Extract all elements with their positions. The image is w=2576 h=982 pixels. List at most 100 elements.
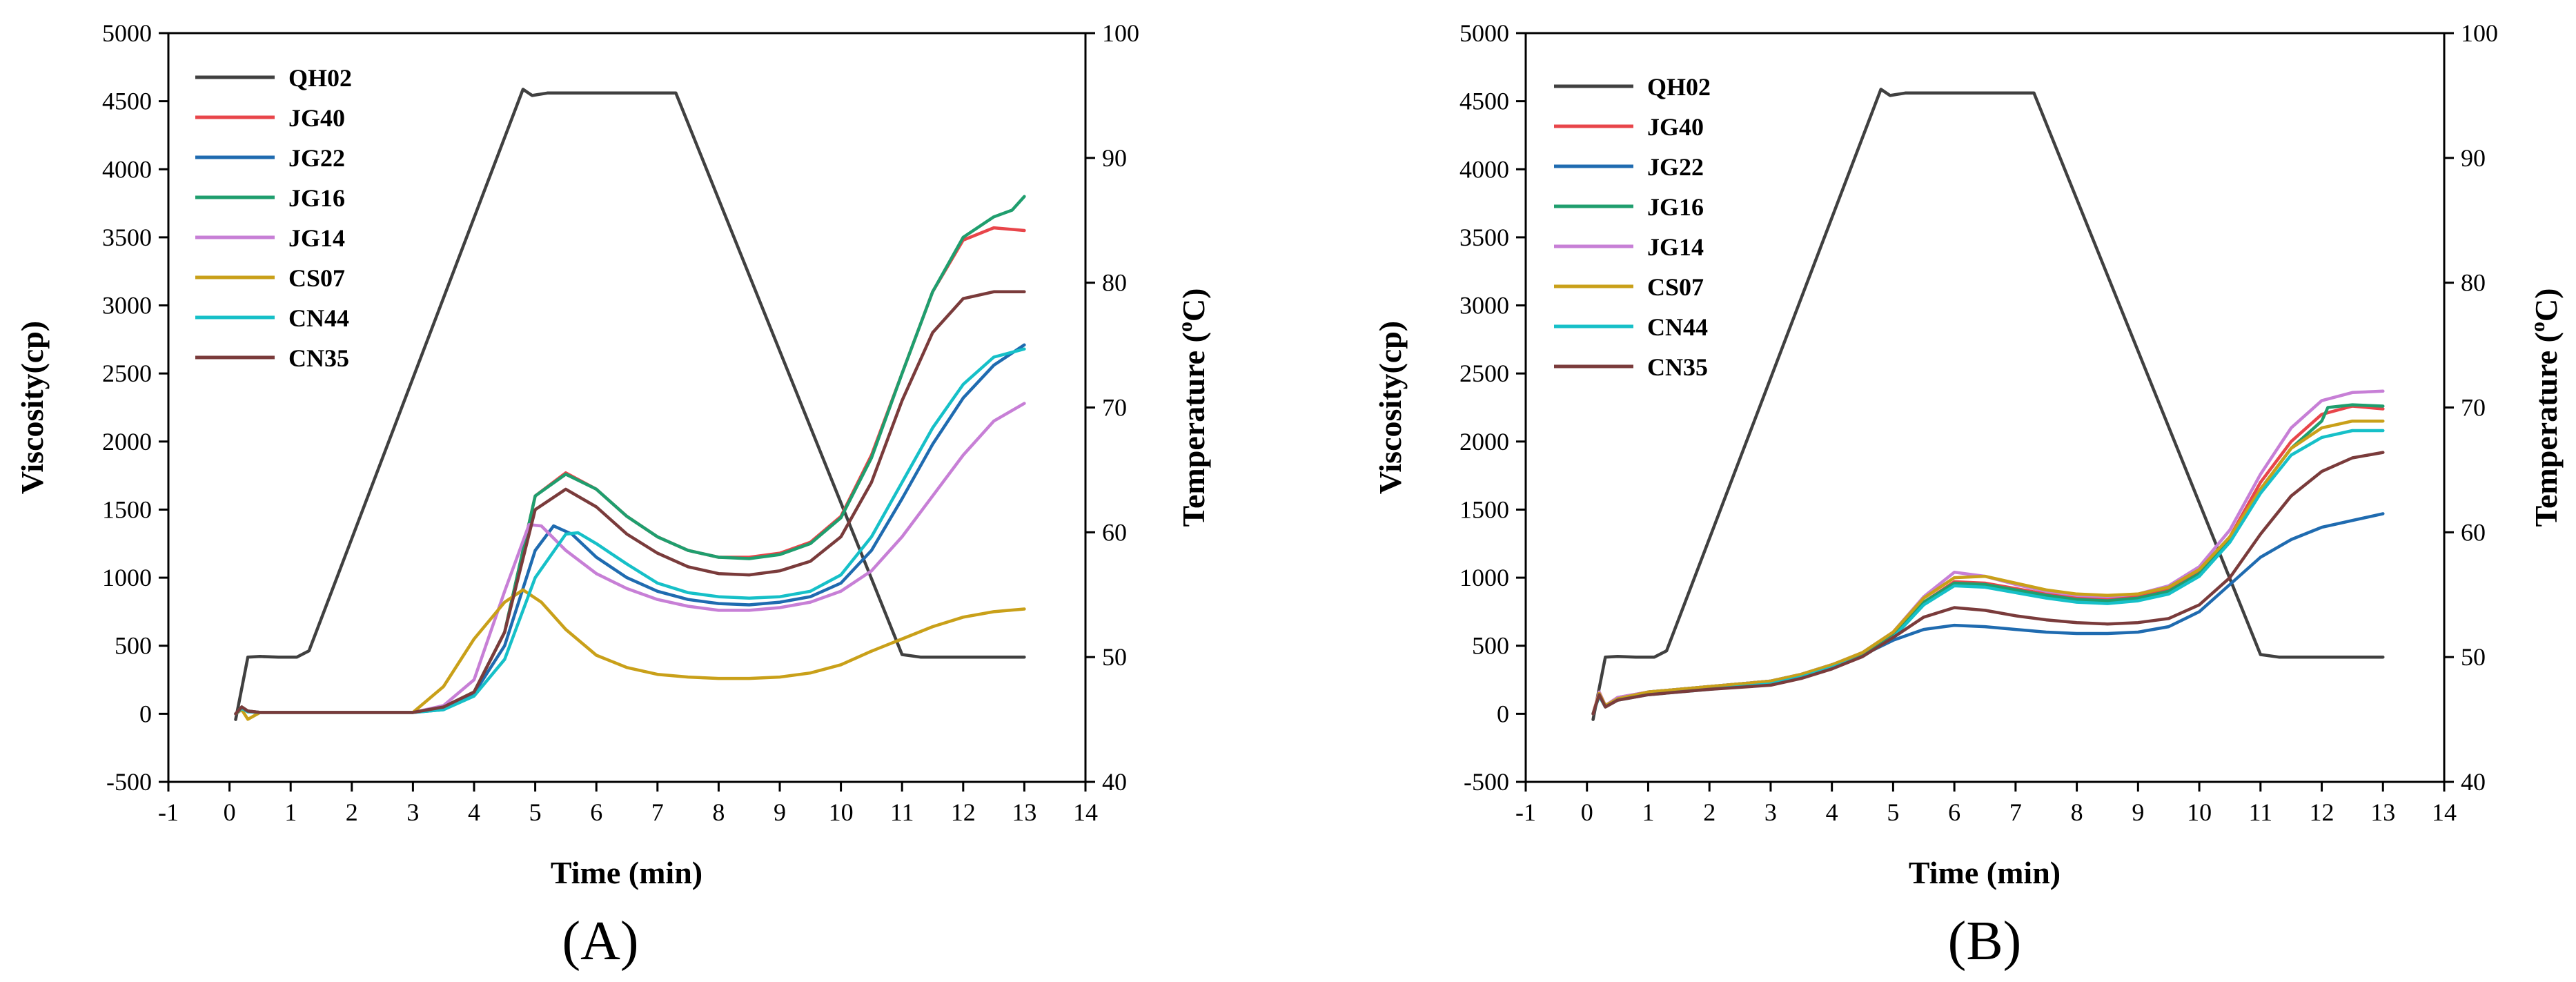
y2-tick-label: 40 bbox=[2461, 768, 2486, 796]
y2-tick-label: 60 bbox=[2461, 518, 2486, 546]
y2-tick-label: 50 bbox=[1102, 643, 1127, 671]
x-tick-label: 1 bbox=[284, 798, 297, 826]
y2-tick-label: 70 bbox=[1102, 394, 1127, 422]
y-tick-label: 2500 bbox=[102, 360, 152, 387]
x-tick-label: 3 bbox=[406, 798, 419, 826]
y-tick-label: 3500 bbox=[1459, 224, 1509, 251]
x-tick-label: 2 bbox=[1703, 798, 1715, 826]
legend-label-jg14: JG14 bbox=[288, 224, 345, 252]
y2-title-suffix: C) bbox=[2528, 288, 2564, 322]
y2-title-suffix: C) bbox=[1176, 288, 1211, 322]
legend-label-qh02: QH02 bbox=[288, 64, 352, 92]
x-axis-title: Time (min) bbox=[551, 855, 702, 890]
y-tick-label: 3000 bbox=[102, 292, 152, 320]
y2-title-degree: o bbox=[2526, 322, 2549, 332]
y2-title-prefix: Temperature ( bbox=[1176, 332, 1211, 527]
series-line-jg22 bbox=[1591, 512, 2385, 716]
legend-label-cs07: CS07 bbox=[288, 264, 345, 292]
x-tick-label: -1 bbox=[158, 798, 179, 826]
x-axis-title: Time (min) bbox=[1909, 855, 2061, 890]
legend-label-cs07: CS07 bbox=[1647, 273, 1704, 301]
y2-axis-title: Temperature (oC) bbox=[2526, 288, 2564, 527]
legend-label-jg22: JG22 bbox=[1647, 153, 1704, 181]
y-tick-label: 2000 bbox=[1459, 428, 1509, 455]
chart-panel-b: -1 0 1 2 3 4 5 6 7 8 9 10 11 12 13 14-50005001000150020… bbox=[1373, 19, 2564, 972]
legend-label-jg40: JG40 bbox=[1647, 113, 1704, 141]
x-tick-label: 11 bbox=[890, 798, 914, 826]
x-tick-label: 10 bbox=[2187, 798, 2212, 826]
panel-label: (A) bbox=[562, 911, 638, 972]
series-line-jg40 bbox=[234, 226, 1026, 716]
y2-tick-label: 80 bbox=[1102, 269, 1127, 297]
x-tick-label: 4 bbox=[468, 798, 480, 826]
legend-label-cn35: CN35 bbox=[1647, 353, 1708, 381]
y-tick-label: 500 bbox=[1472, 632, 1509, 660]
legend-label-jg14: JG14 bbox=[1647, 233, 1704, 261]
y-tick-label: 1500 bbox=[102, 495, 152, 523]
plot-frame bbox=[1524, 32, 2446, 783]
x-tick-label: 1 bbox=[1642, 798, 1654, 826]
y-tick-label: 2000 bbox=[102, 428, 152, 455]
x-tick-label: 9 bbox=[2132, 798, 2144, 826]
y-tick-label: -500 bbox=[106, 768, 152, 796]
x-tick-label: 13 bbox=[1012, 798, 1036, 826]
legend: QH02 JG40 JG22 JG16 JG14 CS07 CN44 CN35 bbox=[1554, 73, 1711, 381]
y-tick-label: 5000 bbox=[102, 19, 152, 47]
series-line-jg16 bbox=[1591, 403, 2385, 716]
y2-tick-label: 60 bbox=[1102, 518, 1127, 546]
y-tick-label: 4000 bbox=[102, 155, 152, 183]
x-tick-label: 12 bbox=[2310, 798, 2334, 826]
legend-label-cn35: CN35 bbox=[288, 344, 349, 372]
y-tick-label: -500 bbox=[1464, 768, 1509, 796]
y-axis-title: Viscosity(cp) bbox=[1373, 321, 1408, 494]
y-tick-label: 1500 bbox=[1459, 495, 1509, 523]
series-line-cn44 bbox=[1591, 429, 2385, 716]
y-tick-label: 0 bbox=[139, 700, 152, 727]
y2-tick-label: 90 bbox=[1102, 144, 1127, 172]
series-line-cn35 bbox=[1591, 451, 2385, 716]
x-tick-label: 14 bbox=[2432, 798, 2457, 826]
y-tick-label: 5000 bbox=[1459, 19, 1509, 47]
series-line-jg14 bbox=[1591, 389, 2385, 716]
y-tick-label: 500 bbox=[115, 632, 152, 660]
y2-tick-label: 50 bbox=[2461, 643, 2486, 671]
x-tick-label: -1 bbox=[1515, 798, 1536, 826]
y-axis-title: Viscosity(cp) bbox=[14, 321, 50, 494]
x-tick-label: 0 bbox=[1581, 798, 1593, 826]
chart-panel-a: -1 0 1 2 3 4 5 6 7 8 9 10 11 12 13 14-50005001000150020… bbox=[14, 19, 1211, 972]
y2-tick-label: 70 bbox=[2461, 394, 2486, 422]
y-tick-label: 3000 bbox=[1459, 292, 1509, 320]
legend-label-qh02: QH02 bbox=[1647, 73, 1711, 101]
x-tick-label: 7 bbox=[2009, 798, 2022, 826]
y-tick-label: 1000 bbox=[1459, 564, 1509, 591]
y-tick-label: 0 bbox=[1497, 700, 1509, 727]
x-tick-label: 14 bbox=[1073, 798, 1098, 826]
legend-label-cn44: CN44 bbox=[1647, 313, 1708, 341]
x-tick-label: 13 bbox=[2370, 798, 2395, 826]
series-line-cn35 bbox=[234, 290, 1026, 716]
x-tick-label: 10 bbox=[829, 798, 854, 826]
x-tick-label: 0 bbox=[224, 798, 236, 826]
y2-title-prefix: Temperature ( bbox=[2528, 332, 2564, 527]
legend-label-jg22: JG22 bbox=[288, 144, 345, 172]
y-tick-label: 3500 bbox=[102, 224, 152, 251]
y-tick-label: 1000 bbox=[102, 564, 152, 591]
y2-tick-label: 100 bbox=[2461, 19, 2498, 47]
x-tick-label: 5 bbox=[1887, 798, 1899, 826]
x-tick-label: 9 bbox=[774, 798, 786, 826]
y2-tick-label: 40 bbox=[1102, 768, 1127, 796]
panel-label: (B) bbox=[1948, 911, 2022, 972]
y-tick-label: 4500 bbox=[1459, 88, 1509, 115]
y2-title-degree: o bbox=[1174, 322, 1197, 332]
legend: QH02 JG40 JG22 JG16 JG14 CS07 CN44 CN35 bbox=[195, 64, 352, 372]
x-tick-label: 3 bbox=[1764, 798, 1777, 826]
y2-tick-label: 100 bbox=[1102, 19, 1139, 47]
x-tick-label: 8 bbox=[2071, 798, 2083, 826]
y2-tick-label: 80 bbox=[2461, 269, 2486, 297]
x-tick-label: 6 bbox=[590, 798, 602, 826]
y-tick-label: 4500 bbox=[102, 88, 152, 115]
series-line-qh02 bbox=[234, 88, 1026, 721]
y-tick-label: 2500 bbox=[1459, 360, 1509, 387]
x-tick-label: 12 bbox=[951, 798, 976, 826]
